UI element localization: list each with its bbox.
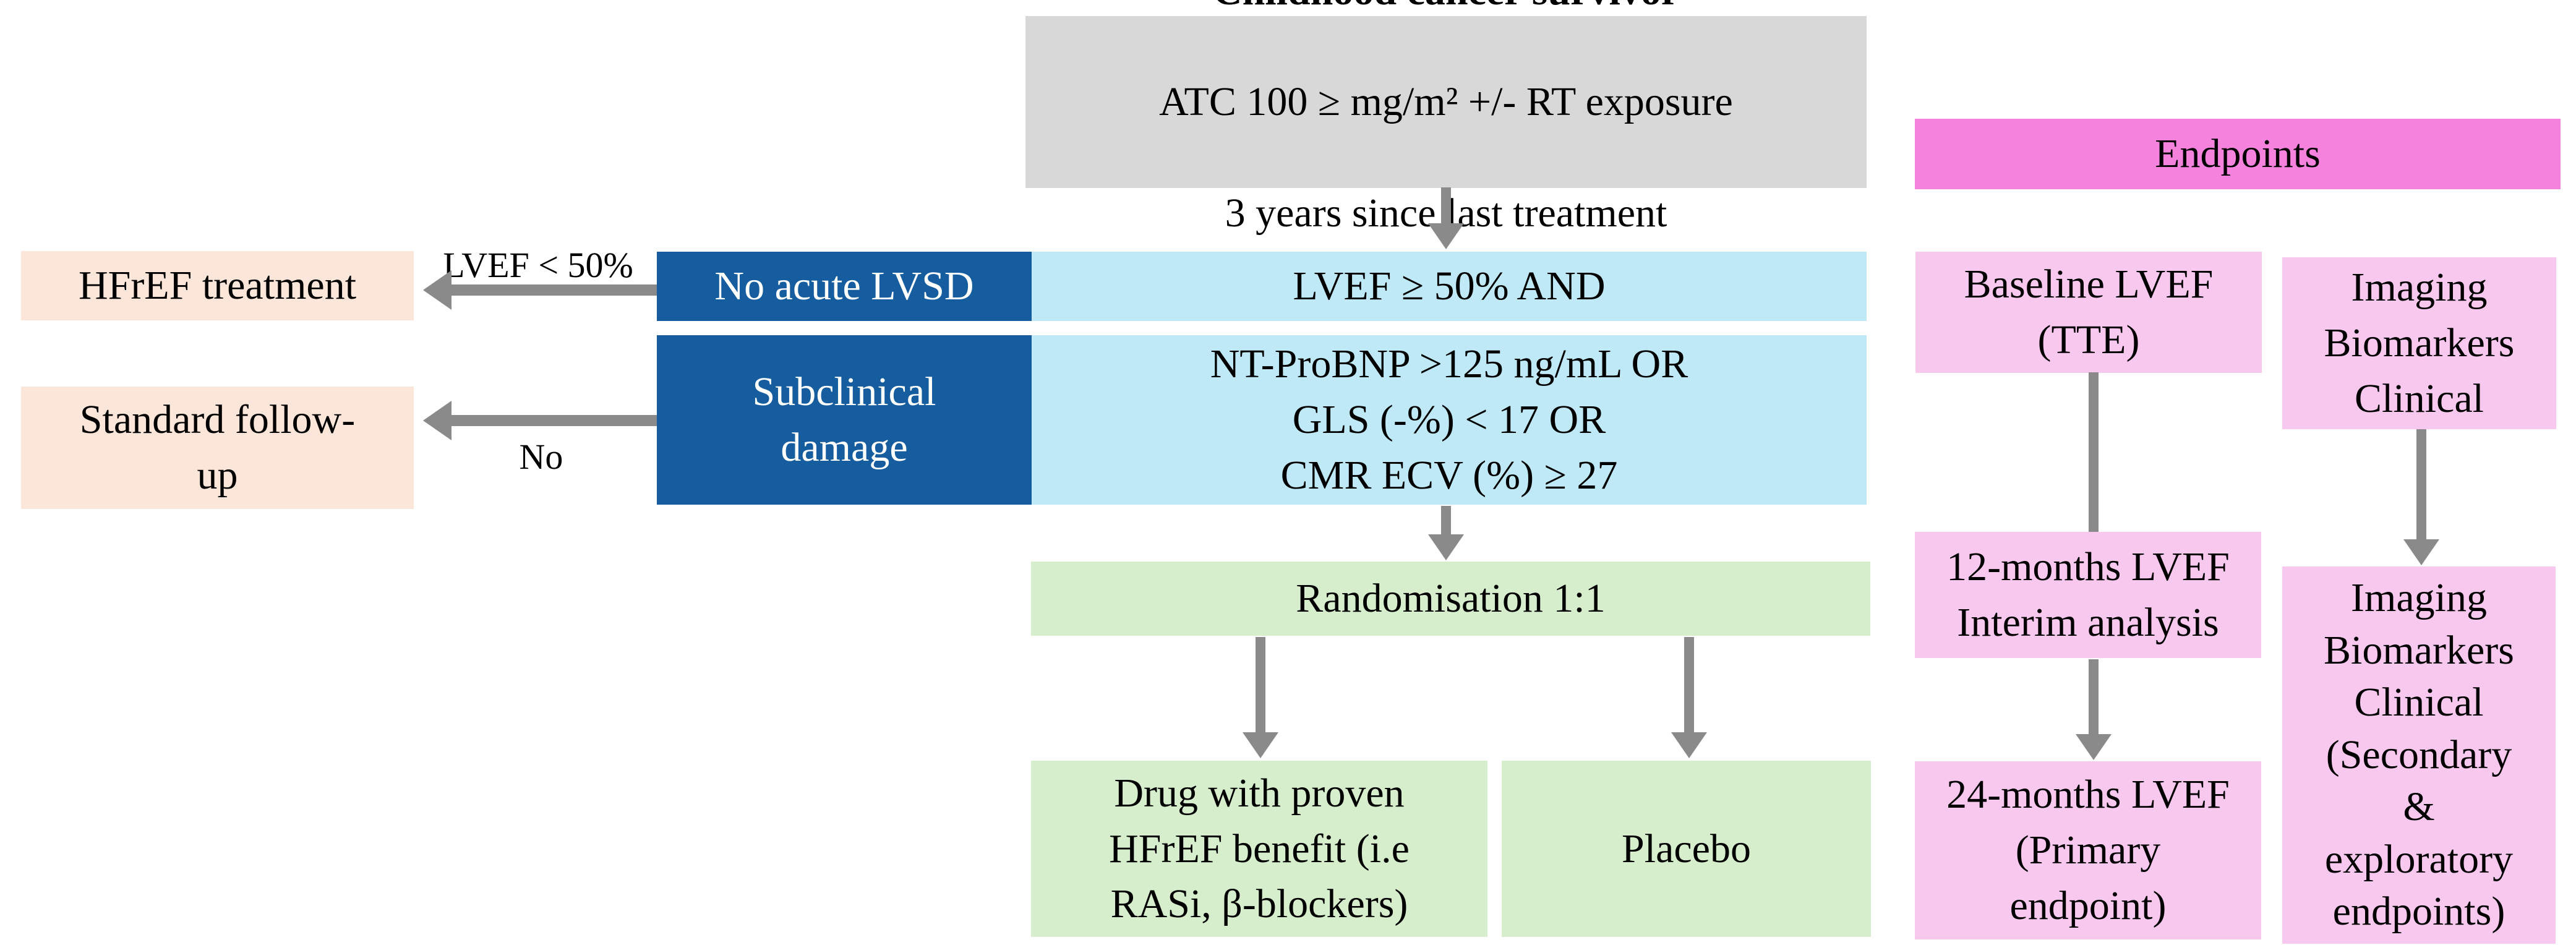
interim-analysis-box: 12-months LVEF Interim analysis	[1915, 532, 2261, 658]
arrow-left-icon	[423, 401, 451, 440]
hfref-treatment-box: HFrEF treatment	[21, 251, 414, 320]
placebo-arm-box: Placebo	[1502, 761, 1871, 937]
arrow-shaft	[1441, 187, 1451, 224]
arrow-interim-to-primary	[2075, 659, 2112, 760]
arrow-lvsd-to-hfref-treatment	[423, 270, 657, 310]
edge-label-lvef-below-50: LVEF < 50%	[443, 244, 633, 285]
arrow-down-icon	[2403, 539, 2439, 565]
no-acute-lvsd-box: No acute LVSD	[657, 252, 1032, 321]
survivor-criteria-line: ATC 100 ≥ mg/m² +/- RT exposure	[1159, 79, 1733, 125]
arrow-shaft	[1684, 637, 1694, 733]
baseline-lvef-box: Baseline LVEF (TTE)	[1915, 252, 2262, 373]
primary-endpoint-box: 24-months LVEF (Primary endpoint)	[1915, 761, 2261, 939]
arrow-survivor-to-eligibility	[1427, 187, 1465, 249]
standard-followup-box: Standard follow- up	[21, 387, 414, 509]
arrow-down-icon	[1671, 732, 1707, 758]
drug-arm-box: Drug with proven HFrEF benefit (i.e RASi…	[1031, 761, 1487, 937]
lvef-criterion-box: LVEF ≥ 50% AND	[1032, 252, 1867, 321]
arrow-shaft	[2089, 659, 2099, 735]
arrow-left-icon	[423, 270, 451, 310]
subclinical-damage-box: Subclinical damage	[657, 335, 1032, 505]
arrow-shaft	[451, 415, 657, 426]
arrow-down-icon	[2076, 734, 2112, 760]
survivor-title: Childhood cancer survivor	[1025, 0, 1867, 19]
arrow-down-icon	[1428, 223, 1464, 249]
edge-label-no: No	[519, 436, 563, 477]
arrow-randomisation-to-drug	[1242, 637, 1279, 758]
connector-baseline-to-interim	[2089, 372, 2099, 532]
arrow-subclinical-to-standard-followup	[423, 401, 657, 440]
arrow-randomisation-to-placebo	[1671, 637, 1708, 758]
arrow-down-icon	[1428, 534, 1464, 560]
arrow-shaft	[1256, 637, 1265, 733]
biomarker-criteria-box: NT-ProBNP >125 ng/mL OR GLS (-%) < 17 OR…	[1032, 335, 1867, 505]
survivor-population-box: Childhood cancer survivor ATC 100 ≥ mg/m…	[1025, 0, 1867, 236]
arrow-shaft	[1441, 506, 1451, 536]
arrow-shaft	[2416, 429, 2426, 541]
arrow-eligibility-to-randomisation	[1427, 506, 1465, 560]
randomisation-box: Randomisation 1:1	[1031, 562, 1870, 636]
endpoints-header-box: Endpoints	[1915, 119, 2561, 189]
arrow-down-icon	[1243, 732, 1278, 758]
arrow-shaft	[451, 284, 657, 296]
secondary-endpoints-box: Imaging Biomarkers Clinical (Secondary &…	[2282, 567, 2556, 944]
survivor-time-line: 3 years since last treatment	[1225, 190, 1667, 236]
arrow-imaging-to-secondary	[2403, 429, 2440, 565]
imaging-biomarkers-clinical-box: Imaging Biomarkers Clinical	[2282, 257, 2556, 429]
